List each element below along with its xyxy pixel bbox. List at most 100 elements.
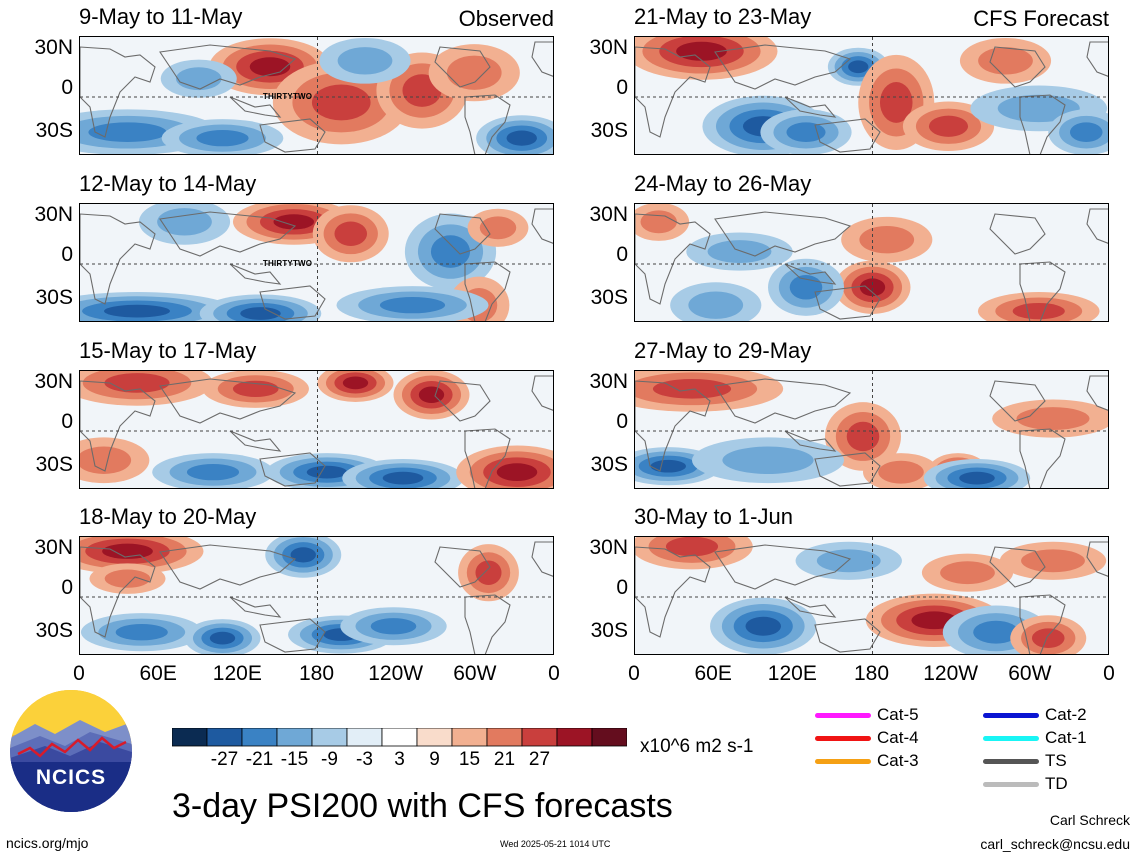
negative-anomaly	[209, 631, 236, 645]
positive-anomaly	[418, 386, 445, 404]
coastline	[434, 380, 491, 422]
lat-tick-label: 0	[616, 410, 628, 433]
negative-anomaly	[240, 307, 281, 320]
positive-anomaly	[640, 210, 677, 234]
coastline	[464, 594, 511, 654]
legend-item: Cat-4	[815, 729, 919, 747]
lat-tick-label: 0	[616, 243, 628, 266]
lat-tick-label: 30S	[590, 453, 628, 476]
negative-anomaly	[1069, 122, 1103, 142]
panel-title: 15-May to 17-May	[79, 338, 257, 363]
positive-anomaly	[1031, 628, 1065, 648]
lat-tick-label: 0	[61, 410, 73, 433]
legend-line-swatch	[815, 713, 871, 719]
negative-anomaly	[959, 471, 995, 485]
coastline	[259, 618, 326, 653]
coastline	[464, 94, 511, 154]
negative-anomaly	[650, 459, 686, 473]
coastline	[814, 118, 881, 153]
colorbar-segment	[241, 728, 278, 747]
lon-tick-label: 0	[548, 662, 560, 685]
legend-line-swatch	[983, 736, 1039, 742]
coastline	[1019, 594, 1066, 654]
coastline	[159, 44, 297, 90]
positive-anomaly	[342, 376, 369, 390]
psi200-anomaly-map	[80, 371, 553, 488]
negative-anomaly	[722, 446, 814, 474]
negative-anomaly	[688, 291, 744, 319]
positive-anomaly	[665, 537, 719, 557]
lat-tick-label: 30S	[590, 286, 628, 309]
coastline	[80, 46, 156, 138]
panel-title: 21-May to 23-May	[634, 4, 812, 29]
lat-tick-label: 30N	[34, 536, 73, 559]
panel-title: 24-May to 26-May	[634, 171, 812, 196]
coastline	[531, 41, 553, 77]
legend-item: TD	[983, 775, 1068, 793]
map-panel	[79, 536, 554, 655]
lon-tick-label: 120E	[212, 662, 262, 685]
coastline	[259, 285, 326, 320]
map-panel	[634, 36, 1109, 155]
coastline	[635, 380, 711, 472]
lon-tick-label: 120W	[368, 662, 424, 685]
negative-anomaly	[337, 47, 393, 75]
colorbar-tick-label: 9	[429, 749, 440, 770]
negative-anomaly	[306, 465, 348, 479]
colorbar-segment	[381, 728, 418, 747]
psi200-anomaly-map	[80, 37, 553, 154]
positive-anomaly	[104, 569, 151, 588]
colorbar-tick-label: 21	[493, 749, 516, 770]
legend-line-swatch	[815, 759, 871, 765]
colorbar-segment	[206, 728, 243, 747]
coastline	[989, 213, 1046, 255]
negative-anomaly	[186, 463, 240, 481]
positive-anomaly	[479, 216, 517, 240]
panel-title: 12-May to 14-May	[79, 171, 257, 196]
lat-tick-label: 30S	[590, 619, 628, 642]
map-panel: THIRTYTWO	[79, 203, 554, 322]
psi200-anomaly-map	[80, 537, 553, 654]
legend-item: Cat-3	[815, 752, 919, 770]
colorbar-segment	[591, 728, 627, 747]
lat-tick-label: 30N	[589, 203, 628, 226]
coastline	[1086, 375, 1108, 411]
logo-text: NCICS	[35, 766, 107, 789]
coastline	[80, 380, 156, 472]
observed-label: Observed	[458, 6, 554, 31]
footer-email: carl_schreck@ncsu.edu	[980, 836, 1130, 852]
positive-anomaly	[446, 55, 502, 90]
colorbar-segment	[521, 728, 558, 747]
lon-tick-label: 0	[628, 662, 640, 685]
coastline	[784, 430, 837, 452]
lat-tick-label: 30N	[589, 36, 628, 59]
lat-tick-label: 30S	[35, 119, 73, 142]
lon-tick-label: 0	[1103, 662, 1115, 685]
coastline	[784, 96, 837, 118]
coastline	[714, 378, 852, 424]
colorbar-tick-label: -27	[210, 749, 239, 770]
coastline	[714, 544, 852, 590]
colorbar-segment	[416, 728, 453, 747]
colorbar-segment	[556, 728, 593, 747]
colorbar-tick-label: -15	[280, 749, 309, 770]
legend-item: Cat-5	[815, 706, 919, 724]
lat-tick-label: 0	[61, 76, 73, 99]
colorbar-tick-label: -21	[245, 749, 274, 770]
map-panel	[634, 536, 1109, 655]
legend-label: TS	[1045, 751, 1067, 770]
negative-anomaly	[430, 235, 471, 268]
negative-anomaly	[175, 67, 222, 91]
legend-label: Cat-1	[1045, 728, 1087, 747]
coastline	[714, 44, 852, 90]
positive-anomaly	[878, 460, 924, 484]
lat-tick-label: 30N	[34, 36, 73, 59]
colorbar-segment	[346, 728, 383, 747]
coastline	[814, 618, 881, 653]
colorbar-segment	[486, 728, 523, 747]
positive-anomaly	[859, 225, 915, 254]
legend-line-swatch	[983, 713, 1039, 719]
positive-anomaly	[249, 57, 291, 77]
negative-anomaly	[88, 122, 167, 142]
lon-tick-label: 120W	[923, 662, 979, 685]
